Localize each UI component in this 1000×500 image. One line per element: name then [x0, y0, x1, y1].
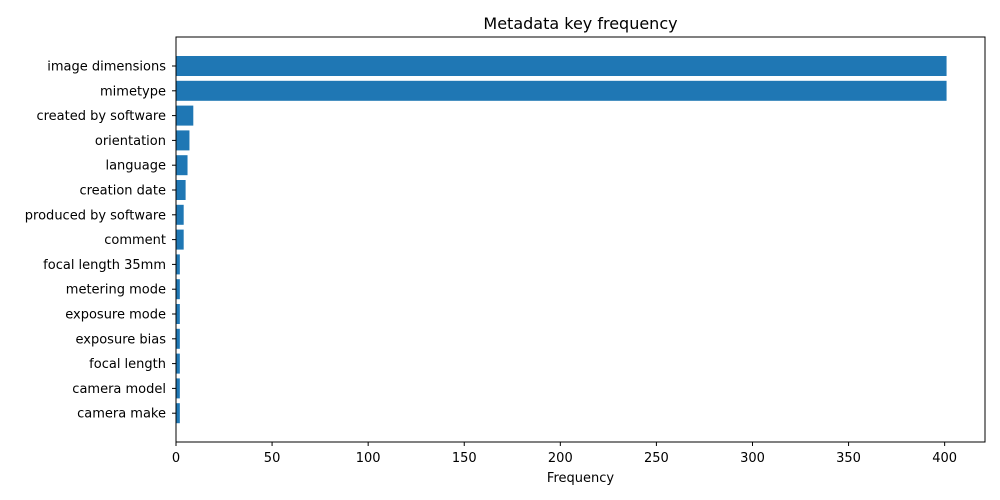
category-label-exposure-mode: exposure mode	[65, 308, 166, 323]
bar-focal-length-35mm	[176, 254, 180, 275]
bar-mimetype	[176, 80, 947, 101]
bar-comment	[176, 229, 184, 250]
bar-orientation	[176, 130, 190, 151]
category-label-metering-mode: metering mode	[66, 283, 166, 298]
category-label-focal-length: focal length	[89, 357, 166, 372]
bar-image-dimensions	[176, 56, 947, 76]
category-label-created-by-software: created by software	[36, 109, 166, 124]
category-label-orientation: orientation	[95, 134, 166, 149]
x-tick-label: 150	[452, 451, 477, 466]
category-label-exposure-bias: exposure bias	[76, 332, 167, 347]
bar-language	[176, 155, 188, 176]
category-label-comment: comment	[104, 233, 166, 248]
category-label-camera-model: camera model	[72, 382, 166, 397]
x-ticks-group: 0 50 100 150 200 250 300 350 400	[172, 442, 957, 466]
x-tick-label: 100	[356, 451, 381, 466]
x-tick-label: 200	[548, 451, 573, 466]
x-tick-label: 400	[932, 451, 957, 466]
bar-focal-length	[176, 353, 180, 374]
category-label-mimetype: mimetype	[100, 84, 166, 99]
x-tick-label: 250	[644, 451, 669, 466]
bar-creation-date	[176, 180, 186, 200]
bar-created-by-software	[176, 105, 194, 126]
category-label-image-dimensions: image dimensions	[47, 60, 166, 75]
chart-title: Metadata key frequency	[483, 14, 677, 33]
bar-produced-by-software	[176, 204, 184, 225]
category-label-focal-length-35mm: focal length 35mm	[43, 258, 166, 273]
x-tick-label: 50	[264, 451, 281, 466]
bars-group	[176, 56, 947, 424]
bar-metering-mode	[176, 279, 180, 300]
category-label-creation-date: creation date	[79, 184, 166, 199]
bar-exposure-bias	[176, 328, 180, 349]
x-tick-label: 0	[172, 451, 180, 466]
bar-exposure-mode	[176, 304, 180, 324]
plot-frame	[175, 36, 986, 443]
bar-camera-make	[176, 403, 180, 424]
category-labels-group: image dimensions mimetype created by softw…	[25, 60, 176, 422]
x-tick-label: 350	[836, 451, 861, 466]
category-label-camera-make: camera make	[77, 407, 166, 422]
bar-camera-model	[176, 378, 180, 399]
category-label-produced-by-software: produced by software	[25, 208, 166, 223]
x-tick-label: 300	[740, 451, 765, 466]
category-label-language: language	[105, 159, 166, 174]
x-axis-title: Frequency	[547, 471, 614, 486]
